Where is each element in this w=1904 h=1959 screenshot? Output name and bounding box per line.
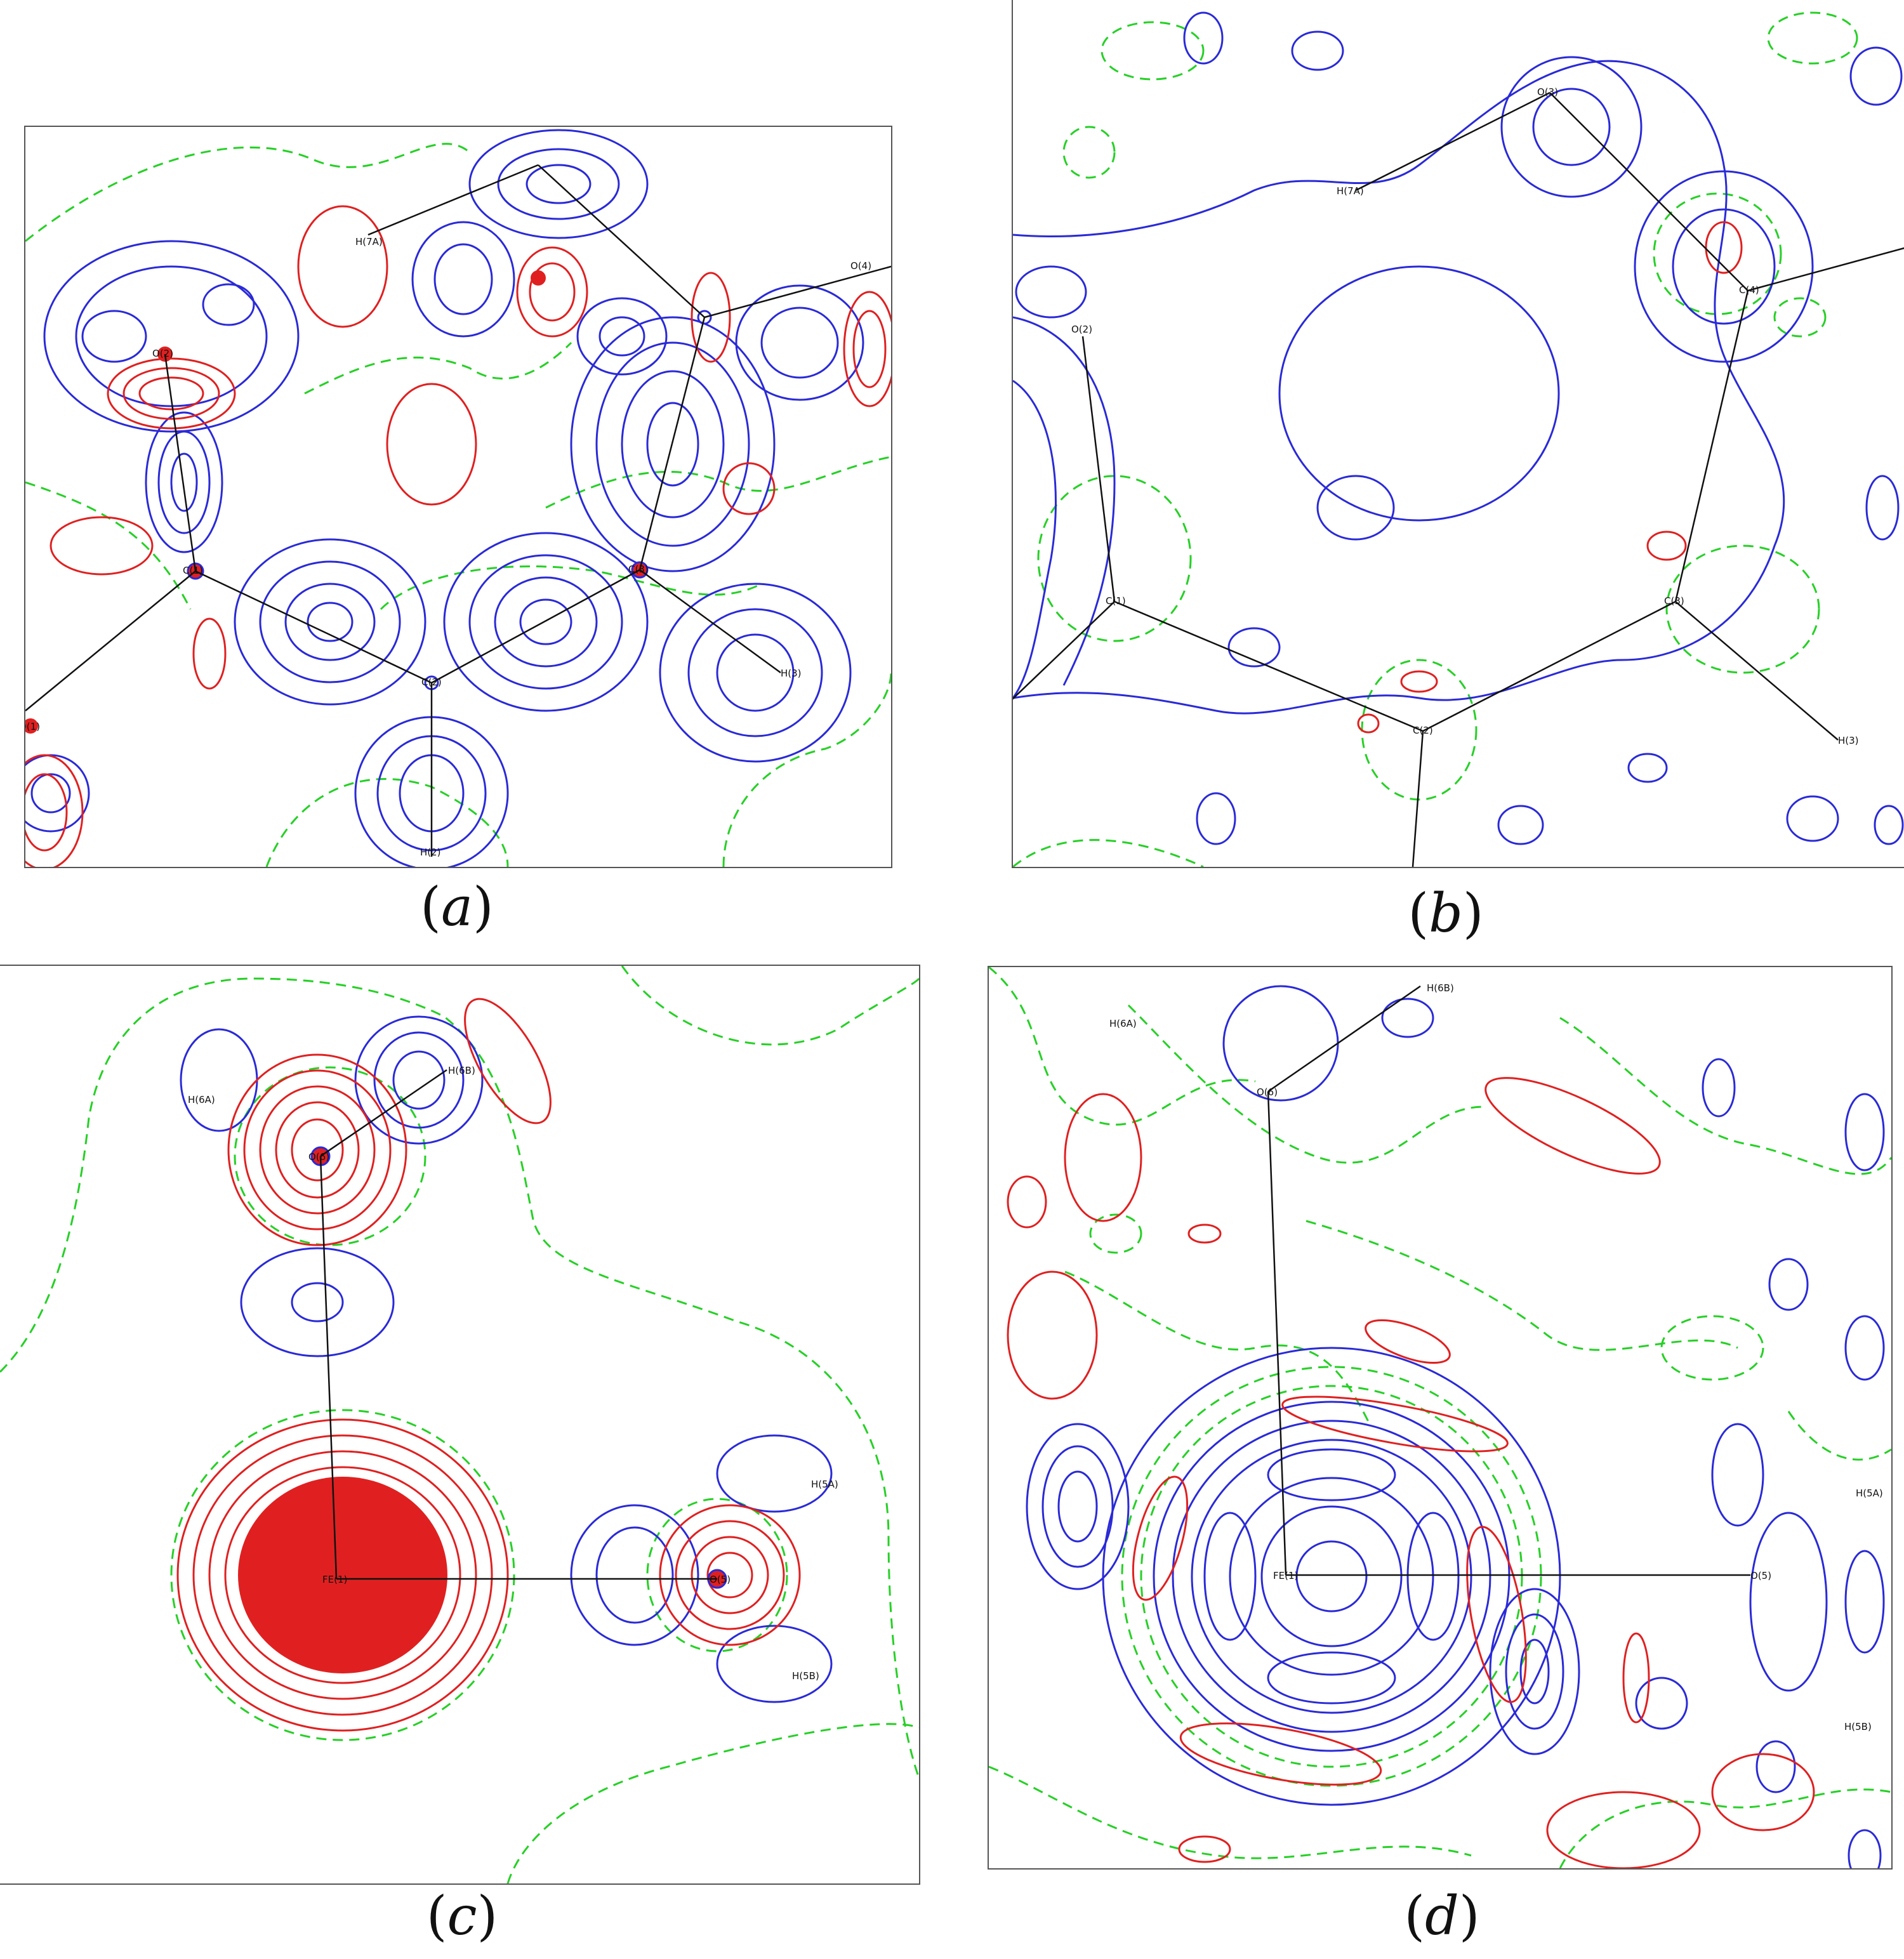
atom-label: H(5B) (792, 1670, 819, 1682)
atom-label: FE(1) (322, 1574, 347, 1585)
atom-label: O(6) (1257, 1086, 1278, 1098)
blue-contours-b (1013, 11, 1904, 845)
atom-label: H(6B) (448, 1065, 475, 1076)
atom-label: O(3) (1537, 86, 1558, 98)
atom-label: C(2) (421, 676, 442, 688)
blue-contours-d (1026, 985, 1885, 1868)
atom-label: C(4) (1739, 284, 1759, 296)
atom-label: C(2) (1413, 725, 1433, 736)
atom-label: H(5A) (811, 1479, 838, 1490)
red-contours-c (176, 998, 801, 1732)
atom-label: H(5B) (1844, 1721, 1872, 1732)
atom-label: H(3) (781, 668, 802, 679)
caption-b: (b) (1408, 882, 1484, 944)
atom-label: O(4) (850, 260, 871, 272)
atom-label: O(2) (152, 348, 173, 359)
panel-a: H(7A) O(4) O(2) C(1) C(2) C(3) H(2) H(3)… (24, 126, 892, 868)
deformation-density-map-c: H(6A) H(6B) O(6) FE(1) O(5) H(5A) H(5B) (0, 966, 919, 1883)
atom-label: C(1) (183, 565, 203, 576)
atom-label: O(5) (1750, 1570, 1771, 1581)
atom-label: O(1) (25, 721, 40, 732)
deformation-density-map-a: H(7A) O(4) O(2) C(1) C(2) C(3) H(2) H(3)… (25, 129, 891, 867)
blue-contours-c (180, 1015, 833, 1703)
caption-d: (d) (1404, 1885, 1480, 1947)
atom-label: H(7A) (355, 236, 383, 247)
atom-label: O(2) (1071, 324, 1092, 335)
panel-c: H(6A) H(6B) O(6) FE(1) O(5) H(5A) H(5B) (0, 965, 920, 1885)
atom-label: H(6A) (1109, 1018, 1137, 1029)
atom-label: H(5A) (1856, 1487, 1883, 1499)
panel-b: O(3) H(7A) C(4) O(2) C(1) C(2) C(3) H(3) (1012, 0, 1904, 868)
atom-label: O(6) (308, 1151, 329, 1163)
atom-label: H(7A) (1337, 185, 1364, 197)
atom-label: H(6A) (188, 1094, 215, 1105)
blue-contours-a (25, 129, 864, 867)
panel-d: H(6B) H(6A) O(6) FE(1) O(5) H(5A) H(5B) (988, 966, 1893, 1870)
caption-c: (c) (426, 1885, 498, 1947)
atom-label: H(2) (420, 847, 441, 858)
atom-label: H(3) (1838, 735, 1859, 746)
atom-label: C(1) (1106, 595, 1126, 607)
atom-label: O(5) (710, 1574, 731, 1585)
atom-label: H(6B) (1427, 982, 1454, 994)
red-contours-d (1007, 1077, 1815, 1868)
red-contours-b (1357, 221, 1743, 734)
atom-label: C(3) (628, 564, 649, 575)
deformation-density-map-b: O(3) H(7A) C(4) O(2) C(1) C(2) C(3) H(3) (1013, 11, 1904, 867)
deformation-density-map-d: H(6B) H(6A) O(6) FE(1) O(5) H(5A) H(5B) (989, 967, 1891, 1868)
atom-label: FE(1) (1273, 1570, 1298, 1581)
red-contours-a (25, 205, 891, 867)
caption-a: (a) (420, 876, 494, 938)
atom-label: C(3) (1664, 595, 1684, 607)
